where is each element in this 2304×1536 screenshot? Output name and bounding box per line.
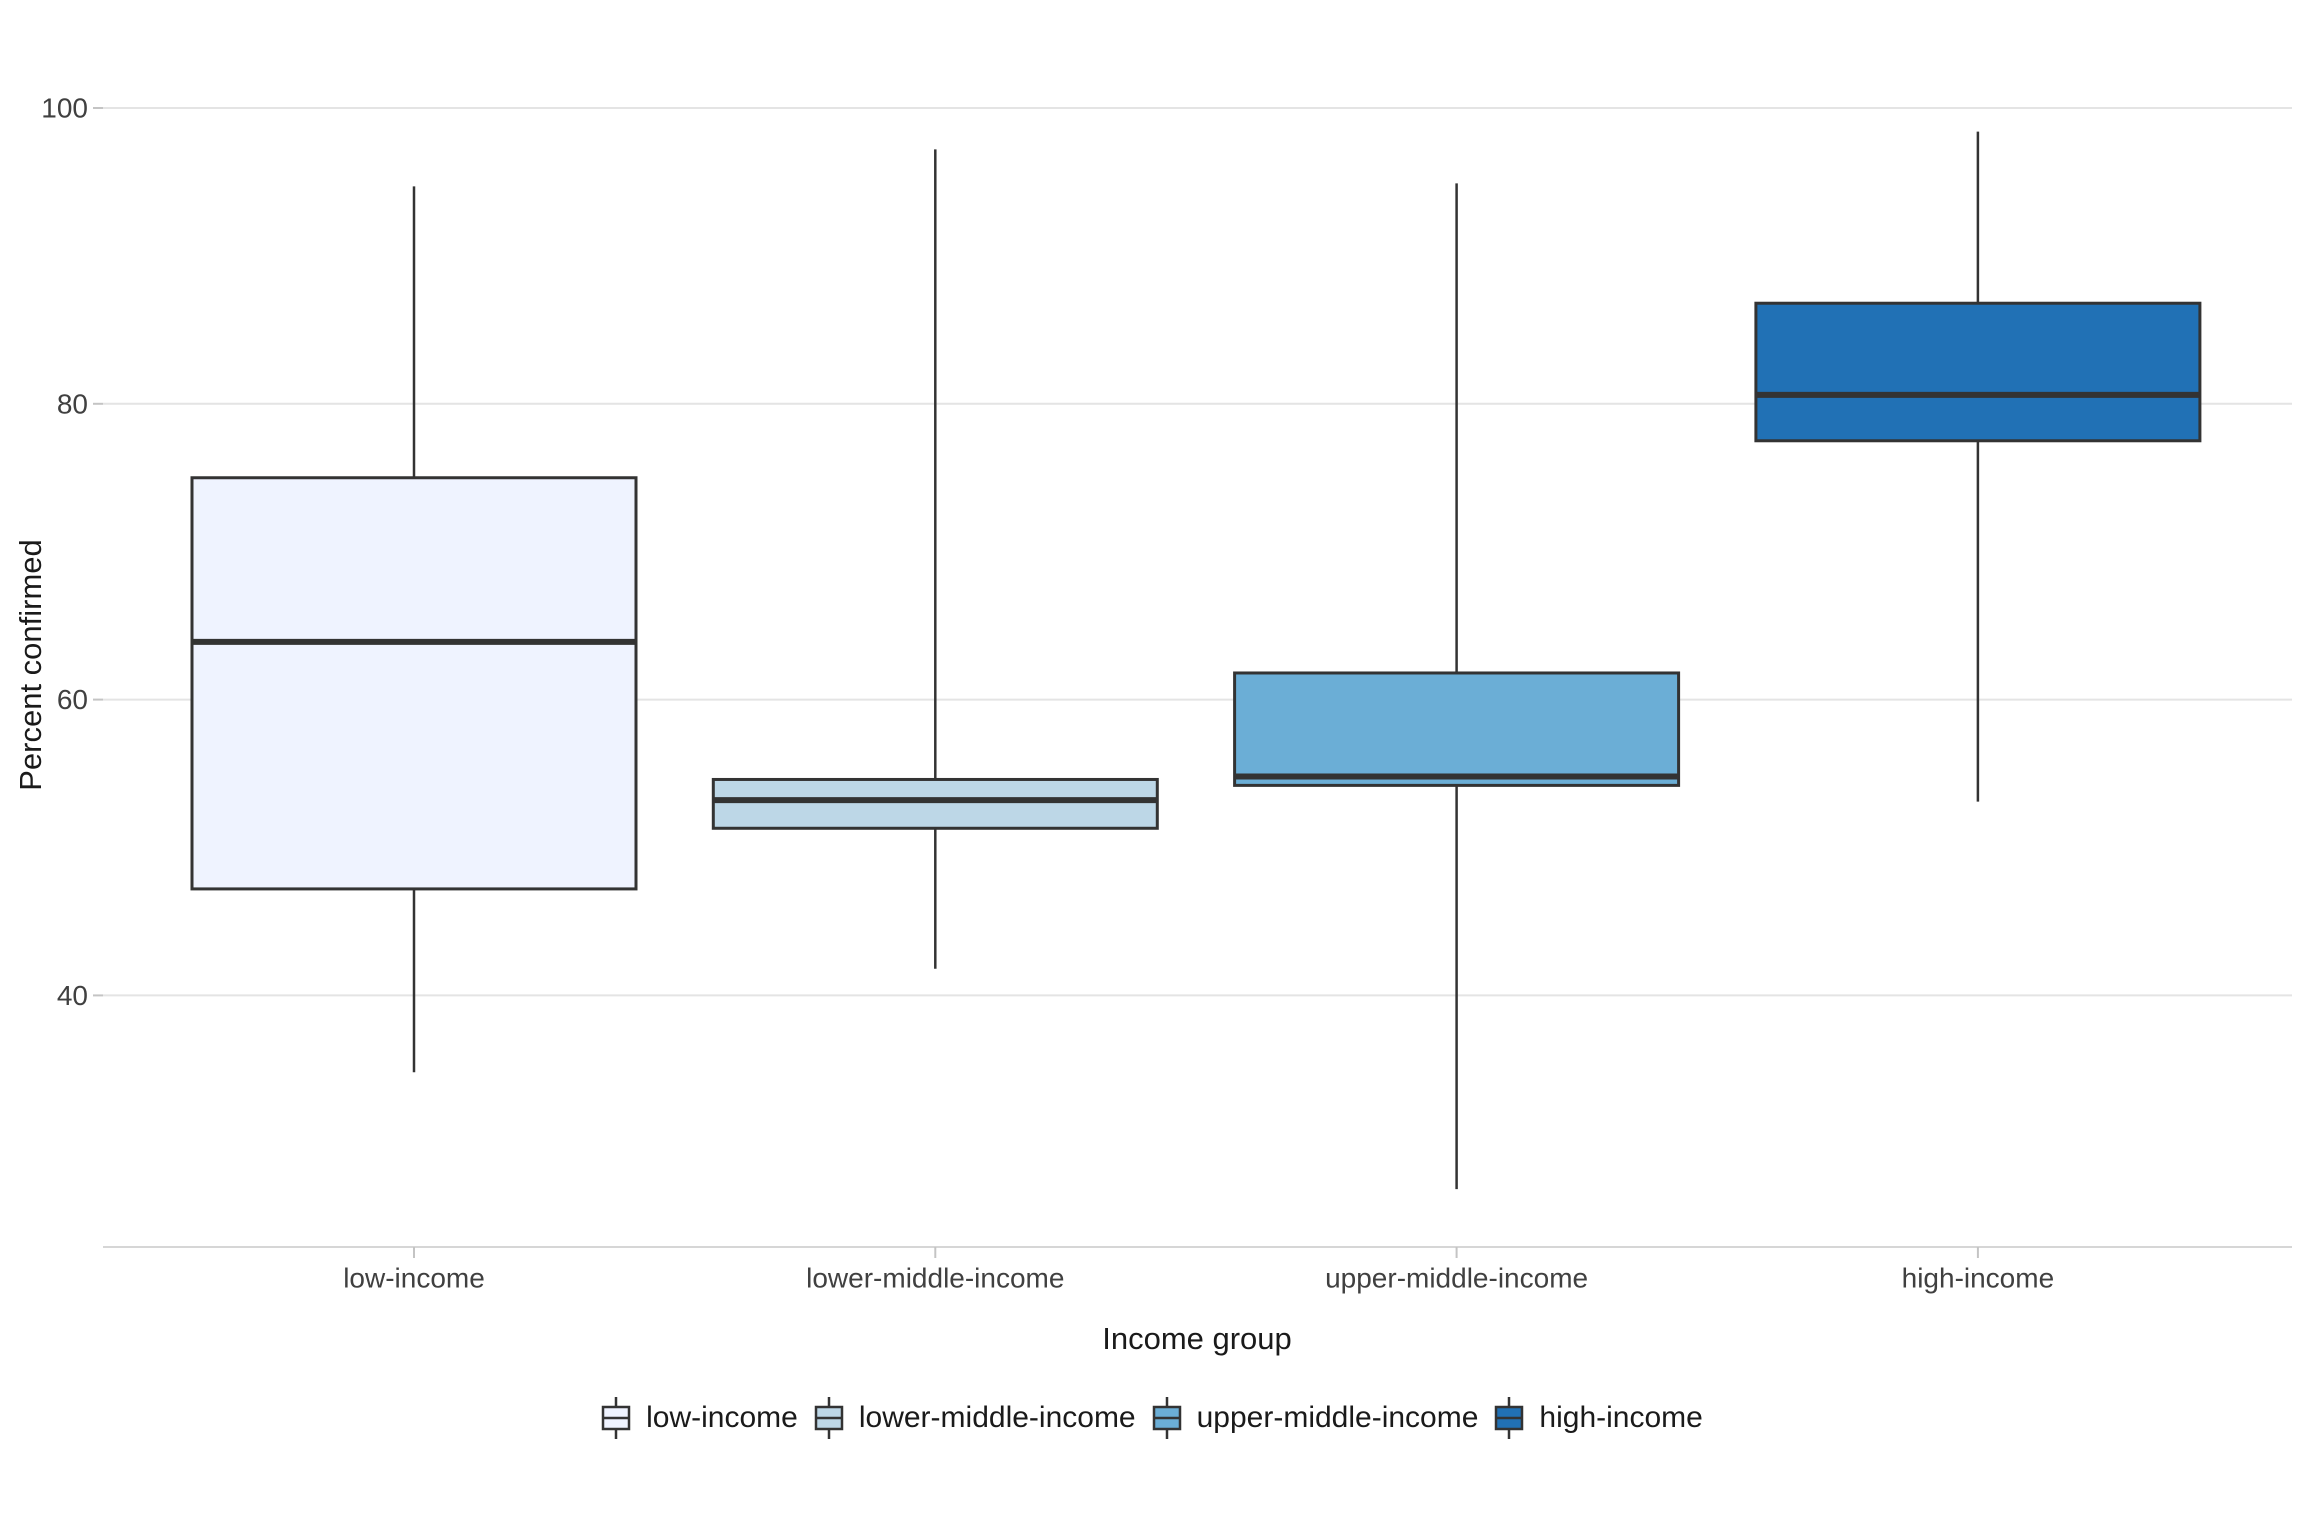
x-axis-tick-label: lower-middle-income: [806, 1263, 1064, 1294]
x-axis-tick-label: high-income: [1902, 1263, 2055, 1294]
x-axis-title: Income group: [1102, 1321, 1292, 1356]
legend-item-label: high-income: [1539, 1401, 1703, 1434]
iqr-box: [1233, 671, 1681, 787]
boxplot-lower-middle-income: [711, 149, 1159, 969]
y-axis-tick-label: 80: [57, 388, 88, 419]
iqr-box: [1754, 301, 2202, 443]
legend-item-label: upper-middle-income: [1196, 1401, 1479, 1434]
legend-boxplot-key-icon: [1495, 1397, 1524, 1439]
y-axis-tick-label: 60: [57, 684, 88, 715]
legend: low-income lower-middle-income upper-middl…: [0, 1396, 2304, 1440]
legend-item-lower-middle-income: lower-middle-income: [814, 1396, 1136, 1440]
legend-item-upper-middle-income: upper-middle-income: [1152, 1396, 1479, 1440]
legend-boxplot-key-icon: [601, 1397, 631, 1439]
iqr-box: [711, 777, 1159, 830]
legend-item-label: low-income: [646, 1401, 798, 1434]
legend-boxplot-key-icon: [1152, 1397, 1181, 1439]
legend-item-label: lower-middle-income: [858, 1401, 1136, 1434]
x-axis-tick-label: upper-middle-income: [1325, 1263, 1588, 1294]
legend-item-high-income: high-income: [1494, 1396, 1703, 1440]
boxplot-upper-middle-income: [1233, 183, 1681, 1190]
y-axis: 100 80 60 40: [41, 93, 103, 1011]
y-axis-tick-label: 100: [41, 93, 88, 124]
y-axis-tick-label: 40: [57, 980, 88, 1011]
x-axis-tick-label: low-income: [343, 1263, 485, 1294]
legend-item-low-income: low-income: [601, 1396, 798, 1440]
legend-boxplot-key-icon: [814, 1397, 844, 1439]
y-axis-title: Percent confirmed: [13, 539, 48, 791]
boxplot-high-income: [1754, 131, 2202, 802]
x-axis: low-income lower-middle-income upper-middl…: [343, 1247, 2054, 1294]
boxplot-low-income: [190, 186, 638, 1073]
boxplots: [190, 131, 2202, 1190]
iqr-box: [190, 476, 638, 891]
